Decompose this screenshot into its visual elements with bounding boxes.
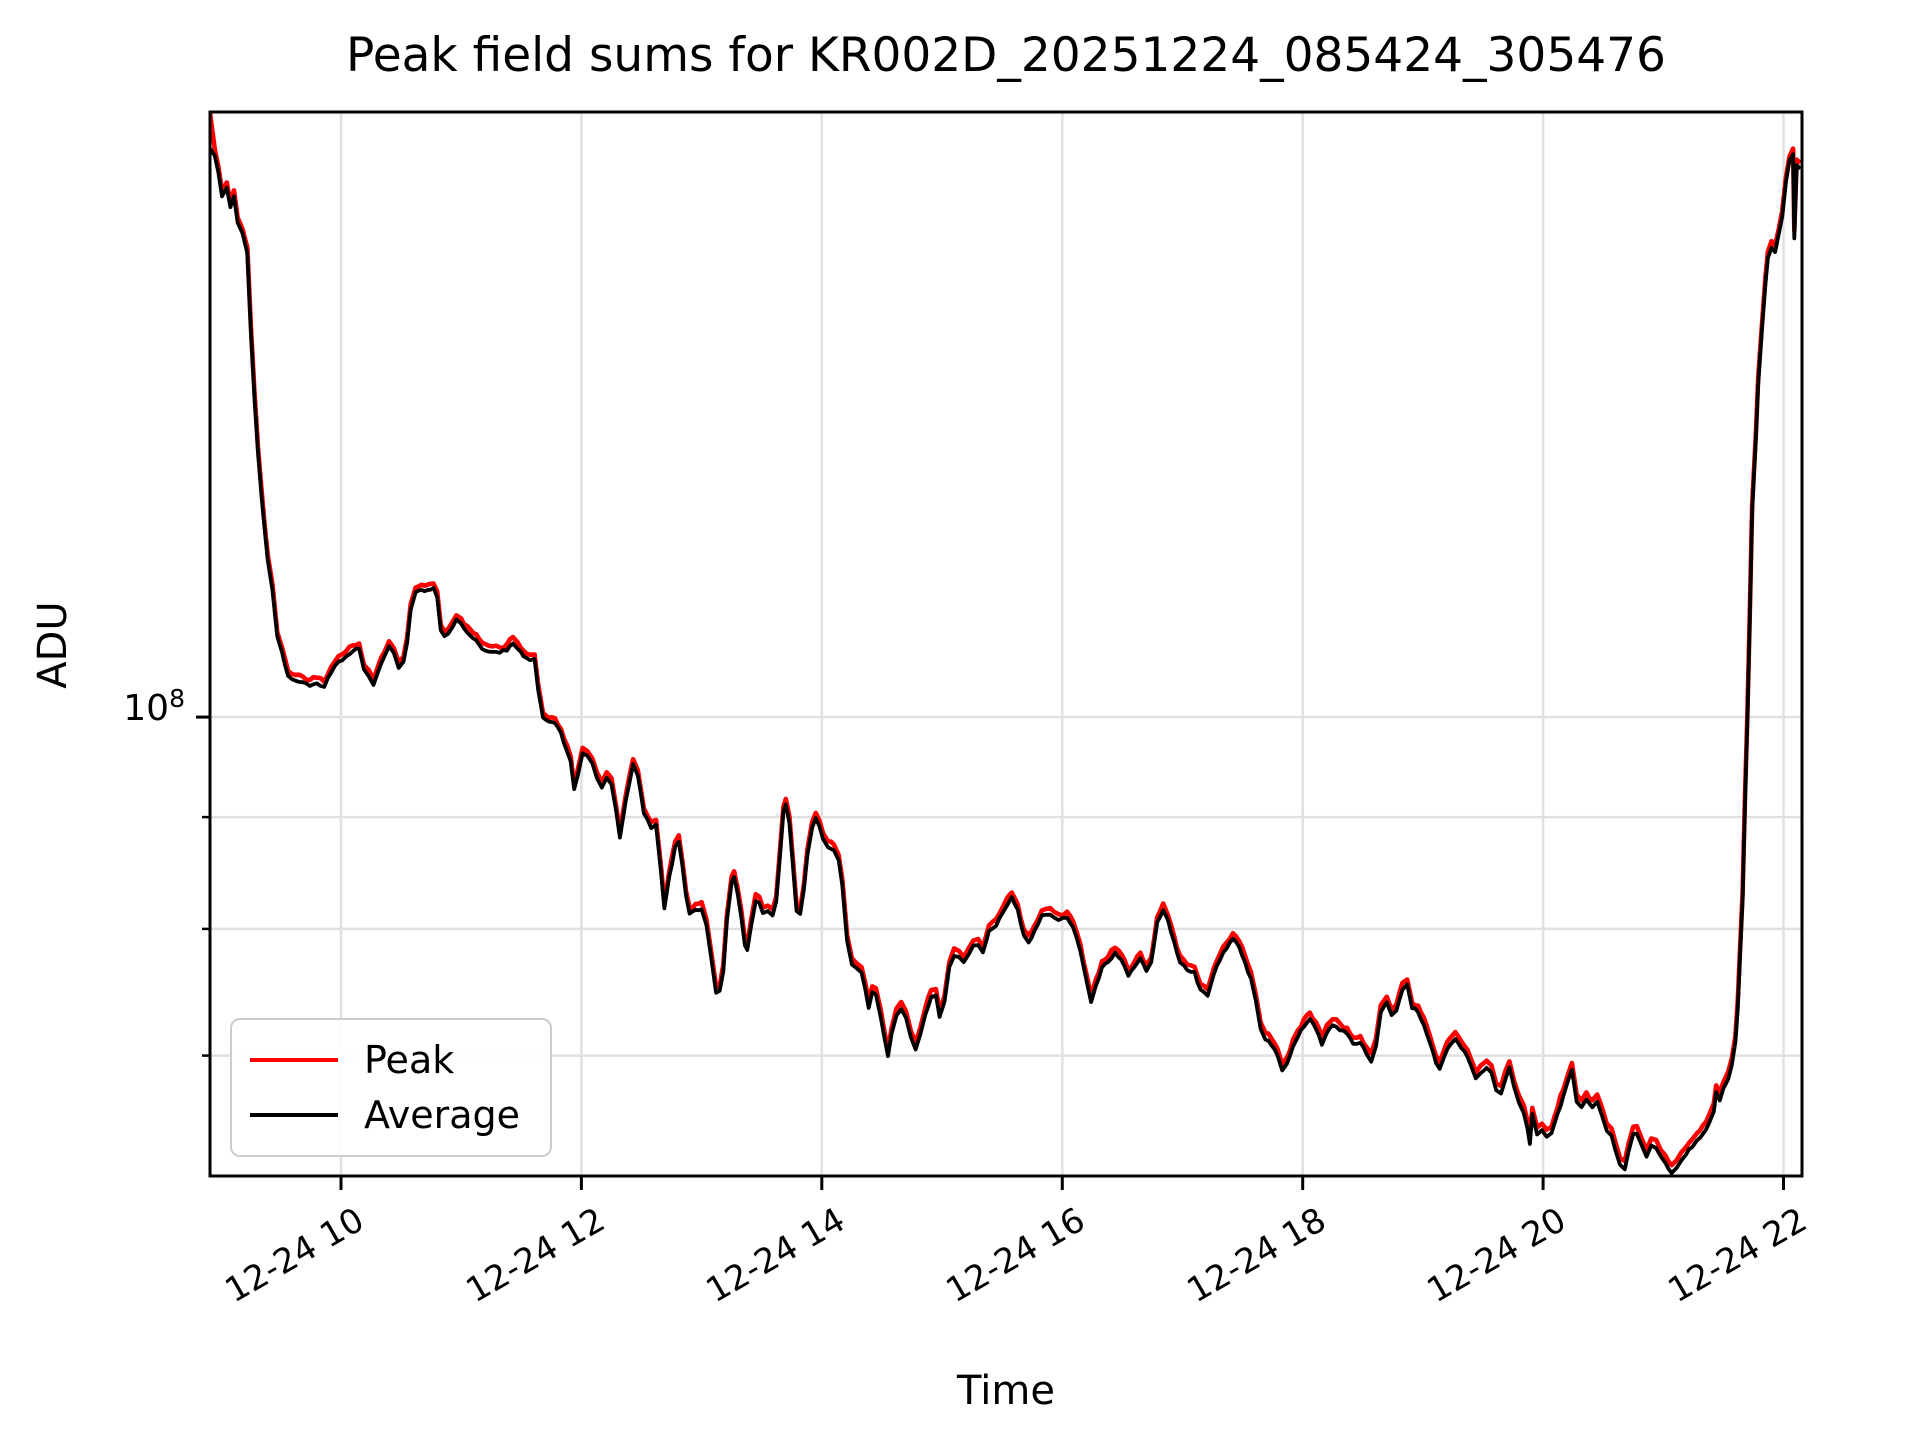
x-axis-label: Time [957,1368,1055,1414]
y-axis-label: ADU [30,601,76,689]
legend: Peak Average [230,1018,552,1157]
peak-series-line [210,112,1802,1168]
x-tick-label: 12-24 14 [699,1200,852,1312]
x-tick-label: 12-24 20 [1420,1200,1574,1312]
y-tick-exponent: 8 [169,684,185,713]
legend-label-peak: Peak [364,1037,455,1082]
legend-label-average: Average [364,1093,521,1138]
legend-item-average: Average [250,1093,532,1137]
y-tick-label-1e8: 108 [123,686,185,729]
figure-title: Peak field sums for KR002D_20251224_0854… [346,28,1666,83]
x-tick-label: 12-24 10 [218,1200,372,1312]
x-tick-label: 12-24 22 [1661,1200,1814,1312]
y-tick-base: 10 [123,688,170,729]
x-tick-label: 12-24 16 [939,1200,1093,1312]
average-line-swatch [250,1113,338,1118]
peak-line-swatch [250,1057,338,1062]
plot-area [196,110,1804,1190]
x-tick-label: 12-24 12 [459,1200,612,1312]
x-tick-label: 12-24 18 [1180,1200,1333,1312]
average-series-line [210,147,1802,1175]
legend-item-peak: Peak [250,1038,532,1082]
